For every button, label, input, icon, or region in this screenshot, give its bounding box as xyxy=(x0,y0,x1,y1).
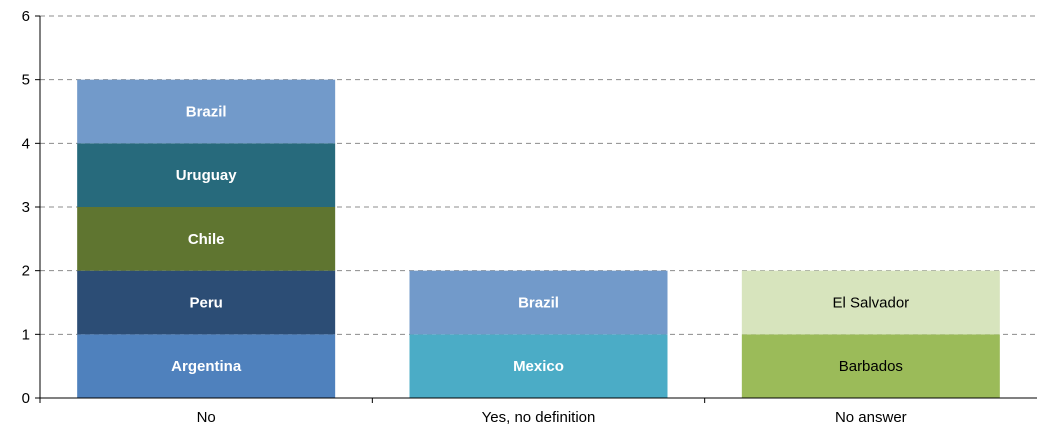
y-tick-label-5: 5 xyxy=(22,72,30,89)
data-label-2-1: El Salvador xyxy=(832,295,909,312)
bars: Argentina Peru Chile Uruguay Brazil Mexico Bra… xyxy=(77,79,1000,398)
y-tick-label-0: 0 xyxy=(22,390,30,407)
y-tick-label-2: 2 xyxy=(22,263,30,280)
y-tick-label-1: 1 xyxy=(22,326,30,343)
bar-segment-1-0 xyxy=(409,334,668,398)
bar-segment-0-4 xyxy=(77,79,336,144)
x-tick-label-2: No answer xyxy=(835,409,907,426)
data-label-1-1: Brazil xyxy=(518,295,559,312)
data-label-0-4: Brazil xyxy=(186,104,227,121)
data-label-0-3: Uruguay xyxy=(176,167,238,184)
y-tick-label-4: 4 xyxy=(22,135,30,152)
bar-segment-2-1 xyxy=(741,270,1000,335)
bar-segment-1-1 xyxy=(409,270,668,335)
x-tick-label-1: Yes, no definition xyxy=(482,409,596,426)
y-tick-label-3: 3 xyxy=(22,199,30,216)
x-tick-label-0: No xyxy=(197,409,216,426)
bar-segment-0-3 xyxy=(77,143,336,207)
bar-segment-2-0 xyxy=(741,334,1000,398)
bar-segment-0-1 xyxy=(77,270,336,335)
data-label-0-2: Chile xyxy=(188,231,225,248)
data-label-0-0: Argentina xyxy=(171,358,242,375)
tick-labels: 0 1 2 3 4 5 6 No Yes, no definition No answer xyxy=(22,8,907,426)
data-label-1-0: Mexico xyxy=(513,358,564,375)
bar-segment-0-0 xyxy=(77,334,336,398)
axes xyxy=(35,15,1037,403)
y-tick-label-6: 6 xyxy=(22,8,30,25)
bar-segment-0-2 xyxy=(77,207,336,271)
data-label-2-0: Barbados xyxy=(839,358,903,375)
data-label-0-1: Peru xyxy=(189,295,222,312)
